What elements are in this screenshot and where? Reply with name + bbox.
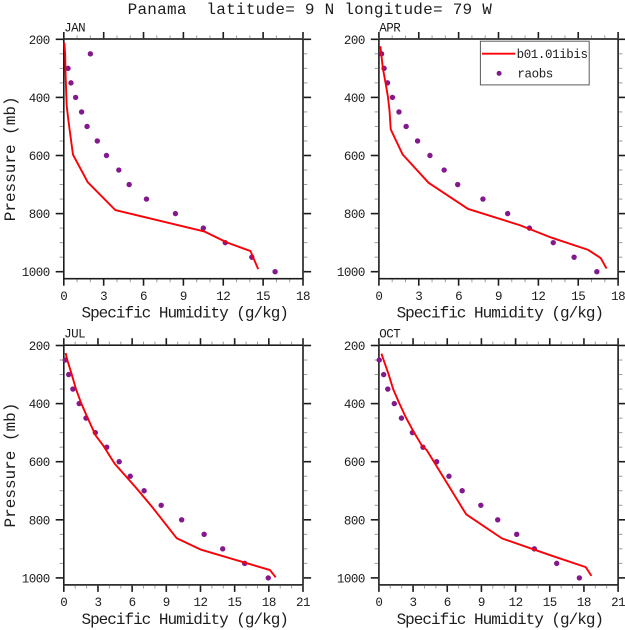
svg-text:200: 200 <box>29 340 50 354</box>
svg-text:12: 12 <box>216 290 230 304</box>
svg-text:600: 600 <box>29 150 50 164</box>
svg-text:21: 21 <box>296 596 310 610</box>
svg-text:APR: APR <box>379 22 401 36</box>
svg-text:6: 6 <box>444 596 451 610</box>
svg-text:0: 0 <box>60 596 67 610</box>
svg-text:Pressure (mb): Pressure (mb) <box>2 96 20 221</box>
svg-text:15: 15 <box>543 596 557 610</box>
svg-text:9: 9 <box>163 596 170 610</box>
svg-text:800: 800 <box>344 208 365 222</box>
svg-text:18: 18 <box>262 596 276 610</box>
svg-text:200: 200 <box>344 340 365 354</box>
svg-text:18: 18 <box>577 596 591 610</box>
svg-text:12: 12 <box>531 290 545 304</box>
svg-text:15: 15 <box>228 596 242 610</box>
svg-text:0: 0 <box>375 290 382 304</box>
svg-text:800: 800 <box>29 208 50 222</box>
svg-text:6: 6 <box>129 596 136 610</box>
svg-text:400: 400 <box>29 92 50 106</box>
svg-text:0: 0 <box>375 596 382 610</box>
svg-text:Specific Humidity (g/kg): Specific Humidity (g/kg) <box>81 611 287 629</box>
svg-text:600: 600 <box>344 150 365 164</box>
svg-text:400: 400 <box>344 398 365 412</box>
svg-text:3: 3 <box>94 596 101 610</box>
svg-text:Panama latitude= 9 N longitud: Panama latitude= 9 N longitude= 79 W <box>128 1 493 19</box>
svg-text:800: 800 <box>344 514 365 528</box>
svg-text:Specific Humidity (g/kg): Specific Humidity (g/kg) <box>81 305 287 323</box>
svg-text:400: 400 <box>29 398 50 412</box>
svg-text:raobs: raobs <box>517 68 553 82</box>
svg-text:6: 6 <box>140 290 147 304</box>
svg-text:OCT: OCT <box>379 328 401 342</box>
svg-text:3: 3 <box>415 290 422 304</box>
svg-text:400: 400 <box>344 92 365 106</box>
svg-text:200: 200 <box>29 34 50 48</box>
svg-text:200: 200 <box>344 34 365 48</box>
svg-text:15: 15 <box>571 290 585 304</box>
svg-text:0: 0 <box>60 290 67 304</box>
svg-text:18: 18 <box>296 290 310 304</box>
svg-text:Specific Humidity (g/kg): Specific Humidity (g/kg) <box>397 611 603 629</box>
svg-text:9: 9 <box>478 596 485 610</box>
svg-text:800: 800 <box>29 514 50 528</box>
svg-text:12: 12 <box>509 596 523 610</box>
svg-text:9: 9 <box>495 290 502 304</box>
svg-text:3: 3 <box>410 596 417 610</box>
svg-text:1000: 1000 <box>22 572 50 586</box>
svg-text:600: 600 <box>344 456 365 470</box>
svg-text:1000: 1000 <box>337 266 365 280</box>
svg-text:JAN: JAN <box>64 22 85 36</box>
svg-text:Specific Humidity (g/kg): Specific Humidity (g/kg) <box>397 305 603 323</box>
svg-text:1000: 1000 <box>22 266 50 280</box>
svg-text:3: 3 <box>100 290 107 304</box>
svg-text:b01.01ibis: b01.01ibis <box>517 48 588 62</box>
svg-text:12: 12 <box>193 596 207 610</box>
svg-text:6: 6 <box>455 290 462 304</box>
svg-text:21: 21 <box>611 596 625 610</box>
svg-text:Pressure (mb): Pressure (mb) <box>2 403 20 528</box>
svg-text:1000: 1000 <box>337 572 365 586</box>
svg-text:18: 18 <box>611 290 625 304</box>
svg-text:15: 15 <box>256 290 270 304</box>
svg-text:JUL: JUL <box>64 328 85 342</box>
svg-text:600: 600 <box>29 456 50 470</box>
svg-text:9: 9 <box>180 290 187 304</box>
